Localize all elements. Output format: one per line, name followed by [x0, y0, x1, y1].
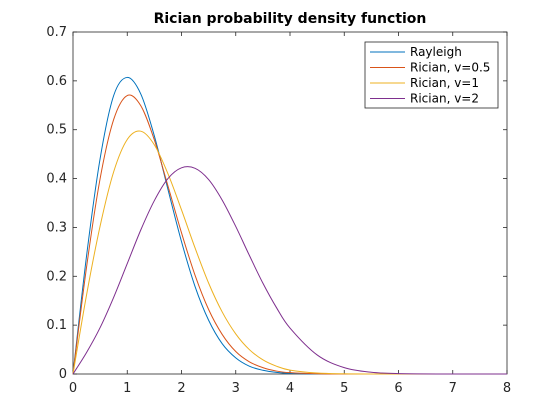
x-tick-label: 1 — [123, 381, 131, 396]
y-tick-label: 0.3 — [46, 220, 67, 235]
x-tick-label: 6 — [394, 381, 402, 396]
y-tick-label: 0.6 — [46, 74, 67, 89]
y-tick-label: 0.2 — [46, 269, 67, 284]
series-line-4 — [72, 166, 508, 375]
x-tick-label: 4 — [286, 381, 294, 396]
y-tick-label: 0.7 — [46, 25, 67, 40]
x-tick-label: 8 — [503, 381, 511, 396]
y-tick-label: 0.1 — [46, 318, 67, 333]
legend-label-4: Rician, v=2 — [410, 92, 479, 106]
x-tick-label: 7 — [449, 381, 457, 396]
y-tick-label: 0 — [59, 367, 67, 382]
x-tick-label: 2 — [177, 381, 185, 396]
y-tick-label: 0.4 — [46, 172, 67, 187]
chart-title: Rician probability density function — [154, 11, 427, 27]
legend-label-2: Rician, v=0.5 — [410, 61, 490, 75]
axis-ticks: 0 1 2 3 4 5 6 7 8 0 0.1 0.2 0.3 0.4 0.5 0.6 0.7 — [46, 25, 511, 396]
series-lines — [72, 76, 508, 375]
x-tick-label: 0 — [69, 381, 77, 396]
legend-box — [364, 41, 499, 109]
x-tick-label: 3 — [232, 381, 240, 396]
legend-label-1: Rayleigh — [410, 45, 462, 59]
legend-label-3: Rician, v=1 — [410, 76, 479, 90]
series-line-3 — [72, 130, 508, 375]
y-tick-label: 0.5 — [46, 123, 67, 138]
x-tick-label: 5 — [340, 381, 348, 396]
